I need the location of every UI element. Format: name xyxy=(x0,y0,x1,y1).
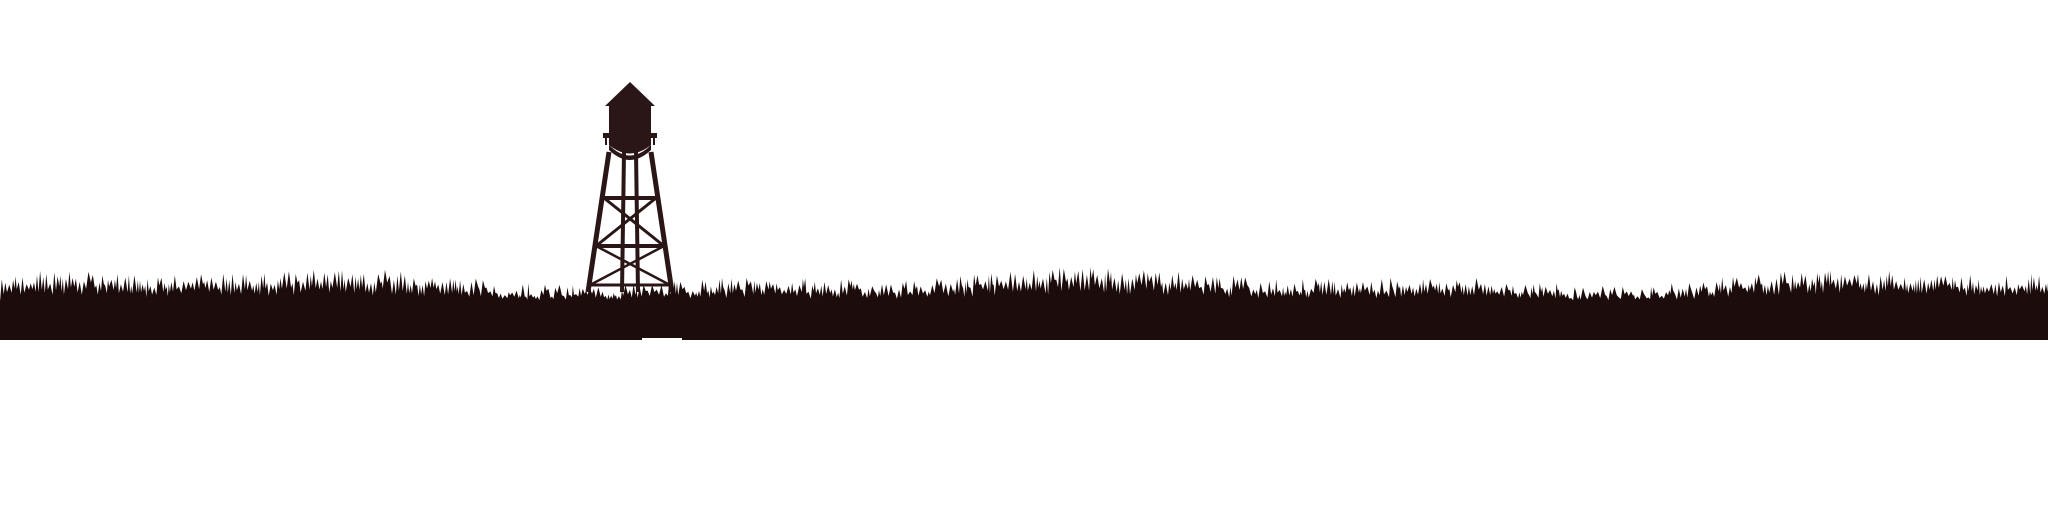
grass-silhouette xyxy=(0,267,2048,340)
water-tower-icon xyxy=(585,82,675,293)
tower-cross-2b xyxy=(589,244,665,287)
tower-cross-1a xyxy=(603,196,665,248)
tower-tank xyxy=(609,104,651,154)
tower-leg-left-outer xyxy=(585,151,612,293)
tower-cross-2a xyxy=(595,244,671,287)
ground-band xyxy=(0,300,2048,340)
ground-gap xyxy=(642,338,682,340)
tower-tank-bottom xyxy=(609,145,651,160)
grass-tufts xyxy=(0,267,2048,305)
tower-roof xyxy=(605,82,655,106)
tower-leg-right-outer xyxy=(648,151,675,293)
tower-cross-1b xyxy=(595,196,657,248)
